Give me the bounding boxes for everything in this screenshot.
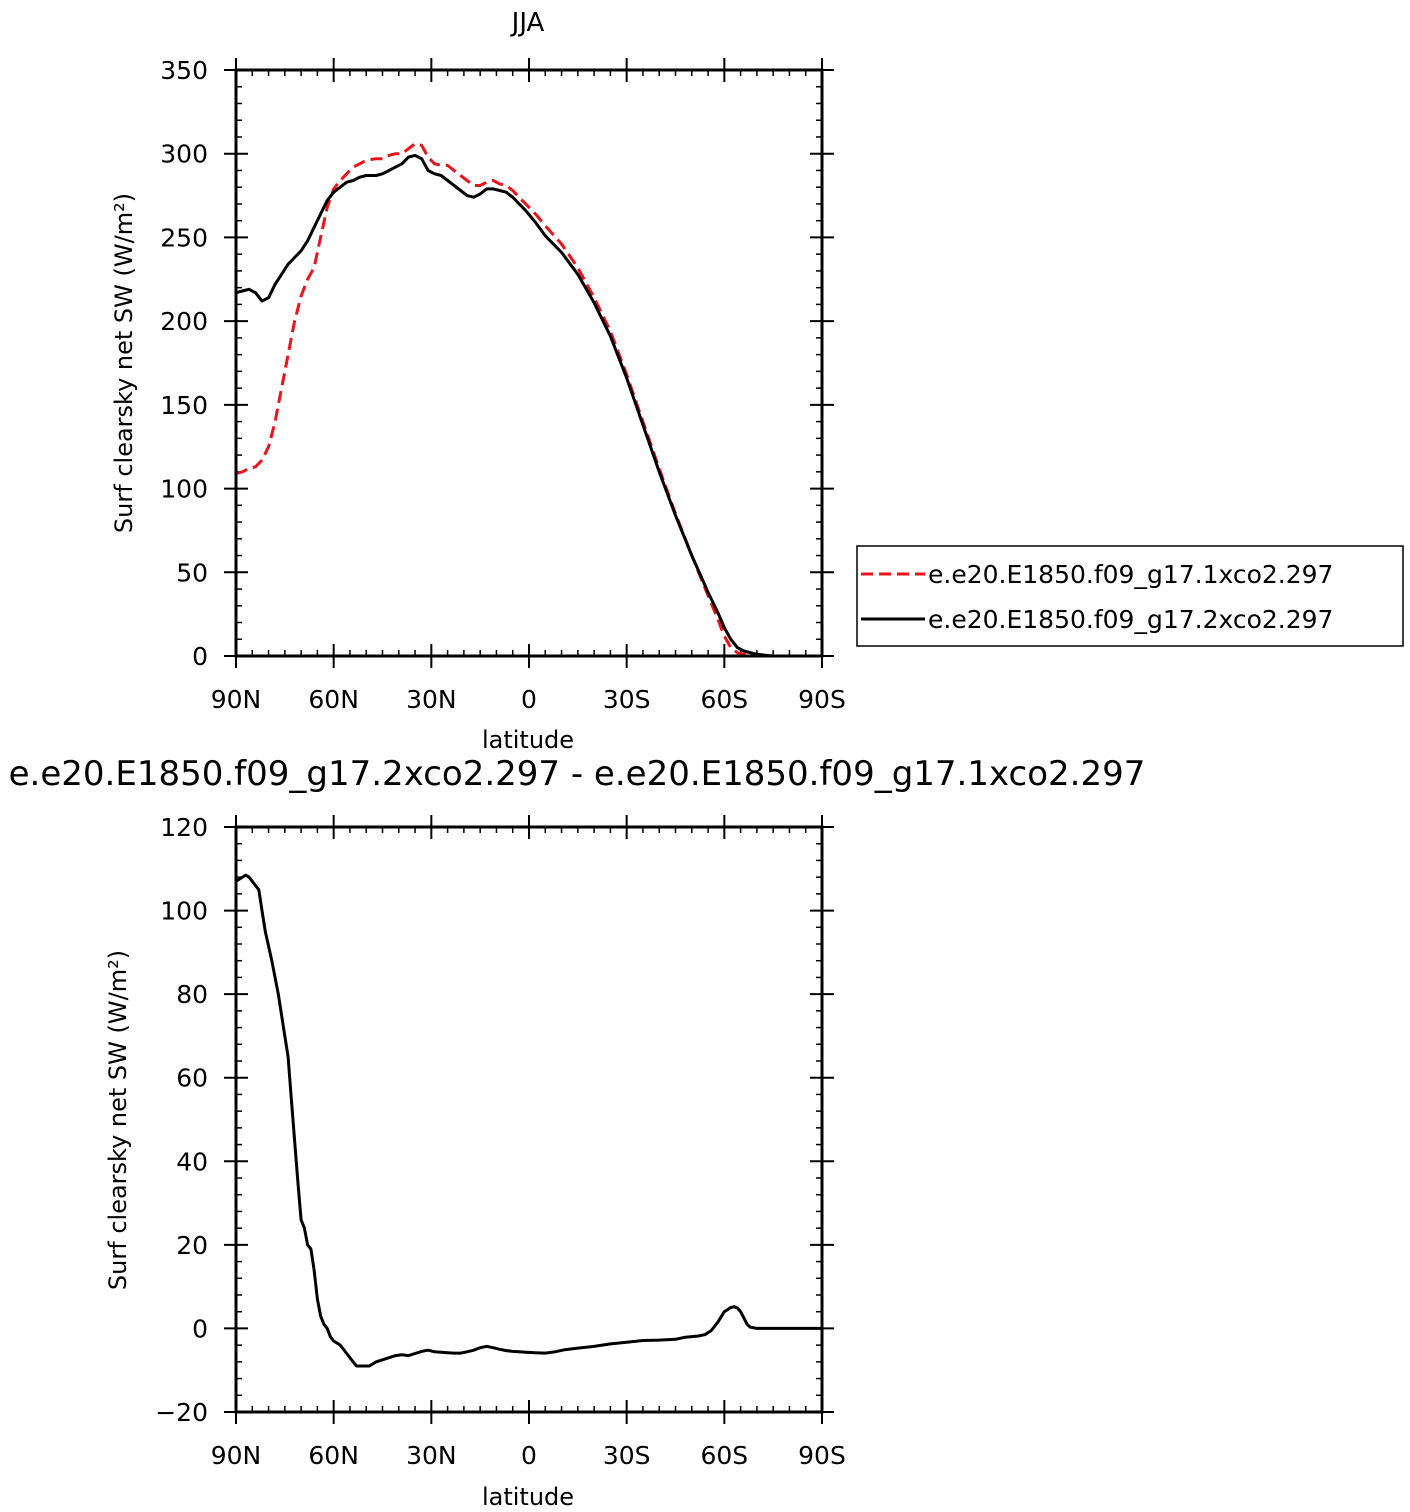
bottom-x-axis-label: latitude [482,1483,574,1511]
bottom-panel: e.e20.E1850.f09_g17.2xco2.297 - e.e20.E1… [9,754,1146,1511]
x-tick-label: 90S [798,685,846,714]
legend-label-2xco2: e.e20.E1850.f09_g17.2xco2.297 [928,605,1333,634]
x-tick-label: 30S [603,685,651,714]
y-tick-label: 100 [160,897,208,926]
y-tick-label: 50 [176,558,208,587]
top-y-axis-label: Surf clearsky net SW (W/m²) [110,193,138,533]
x-tick-label: 90N [211,685,262,714]
bottom-chart-title: e.e20.E1850.f09_g17.2xco2.297 - e.e20.E1… [9,754,1146,794]
series-line-0-1 [235,153,806,658]
y-tick-label: 0 [192,642,208,671]
legend-label-1xco2: e.e20.E1850.f09_g17.1xco2.297 [928,560,1333,589]
y-tick-label: −20 [155,1398,208,1427]
y-tick-label: 200 [160,307,208,336]
top-x-tick-labels: 90N 60N 30N 0 30S 60S 90S [211,685,846,714]
bottom-series-lines [235,873,822,1368]
bottom-x-tick-labels: 90N 60N 30N 0 30S 60S 90S [211,1441,846,1470]
top-plot-frame [234,68,824,658]
y-tick-label: 150 [160,391,208,420]
y-tick-label: 20 [176,1231,208,1260]
bottom-major-ticks [224,815,834,1424]
legend-box [856,545,1404,647]
top-major-ticks [224,58,834,668]
y-tick-label: 300 [160,140,208,169]
top-x-axis-label: latitude [482,726,574,754]
top-minor-ticks [236,70,822,656]
bottom-plot-frame [234,825,824,1414]
bottom-y-tick-labels: −20 0 20 40 60 80 100 120 [155,813,208,1427]
legend: e.e20.E1850.f09_g17.1xco2.297 e.e20.E185… [856,545,1404,647]
top-y-tick-labels: 0 50 100 150 200 250 300 350 [160,56,208,671]
top-panel: JJA 0 50 100 150 200 250 300 350 90N 60N 30N 0 30S 6… [110,8,846,754]
x-tick-label: 90S [798,1441,846,1470]
x-tick-label: 60N [308,685,359,714]
series-line-0-0 [235,142,806,658]
y-tick-label: 100 [160,475,208,504]
x-tick-label: 60N [308,1441,359,1470]
y-tick-label: 350 [160,56,208,85]
y-tick-label: 0 [192,1314,208,1343]
x-tick-label: 30N [406,685,457,714]
top-chart-title: JJA [510,8,545,38]
y-tick-label: 40 [176,1147,208,1176]
y-tick-label: 250 [160,223,208,252]
y-tick-label: 80 [176,980,208,1009]
x-tick-label: 60S [700,1441,748,1470]
x-tick-label: 0 [521,685,537,714]
x-tick-label: 90N [211,1441,262,1470]
bottom-y-axis-label: Surf clearsky net SW (W/m²) [104,950,132,1290]
x-tick-label: 30N [406,1441,457,1470]
y-tick-label: 120 [160,813,208,842]
y-tick-label: 60 [176,1064,208,1093]
series-line-1-0 [235,873,822,1368]
top-series-lines [235,142,806,658]
x-tick-label: 60S [700,685,748,714]
x-tick-label: 30S [603,1441,651,1470]
x-tick-label: 0 [521,1441,537,1470]
